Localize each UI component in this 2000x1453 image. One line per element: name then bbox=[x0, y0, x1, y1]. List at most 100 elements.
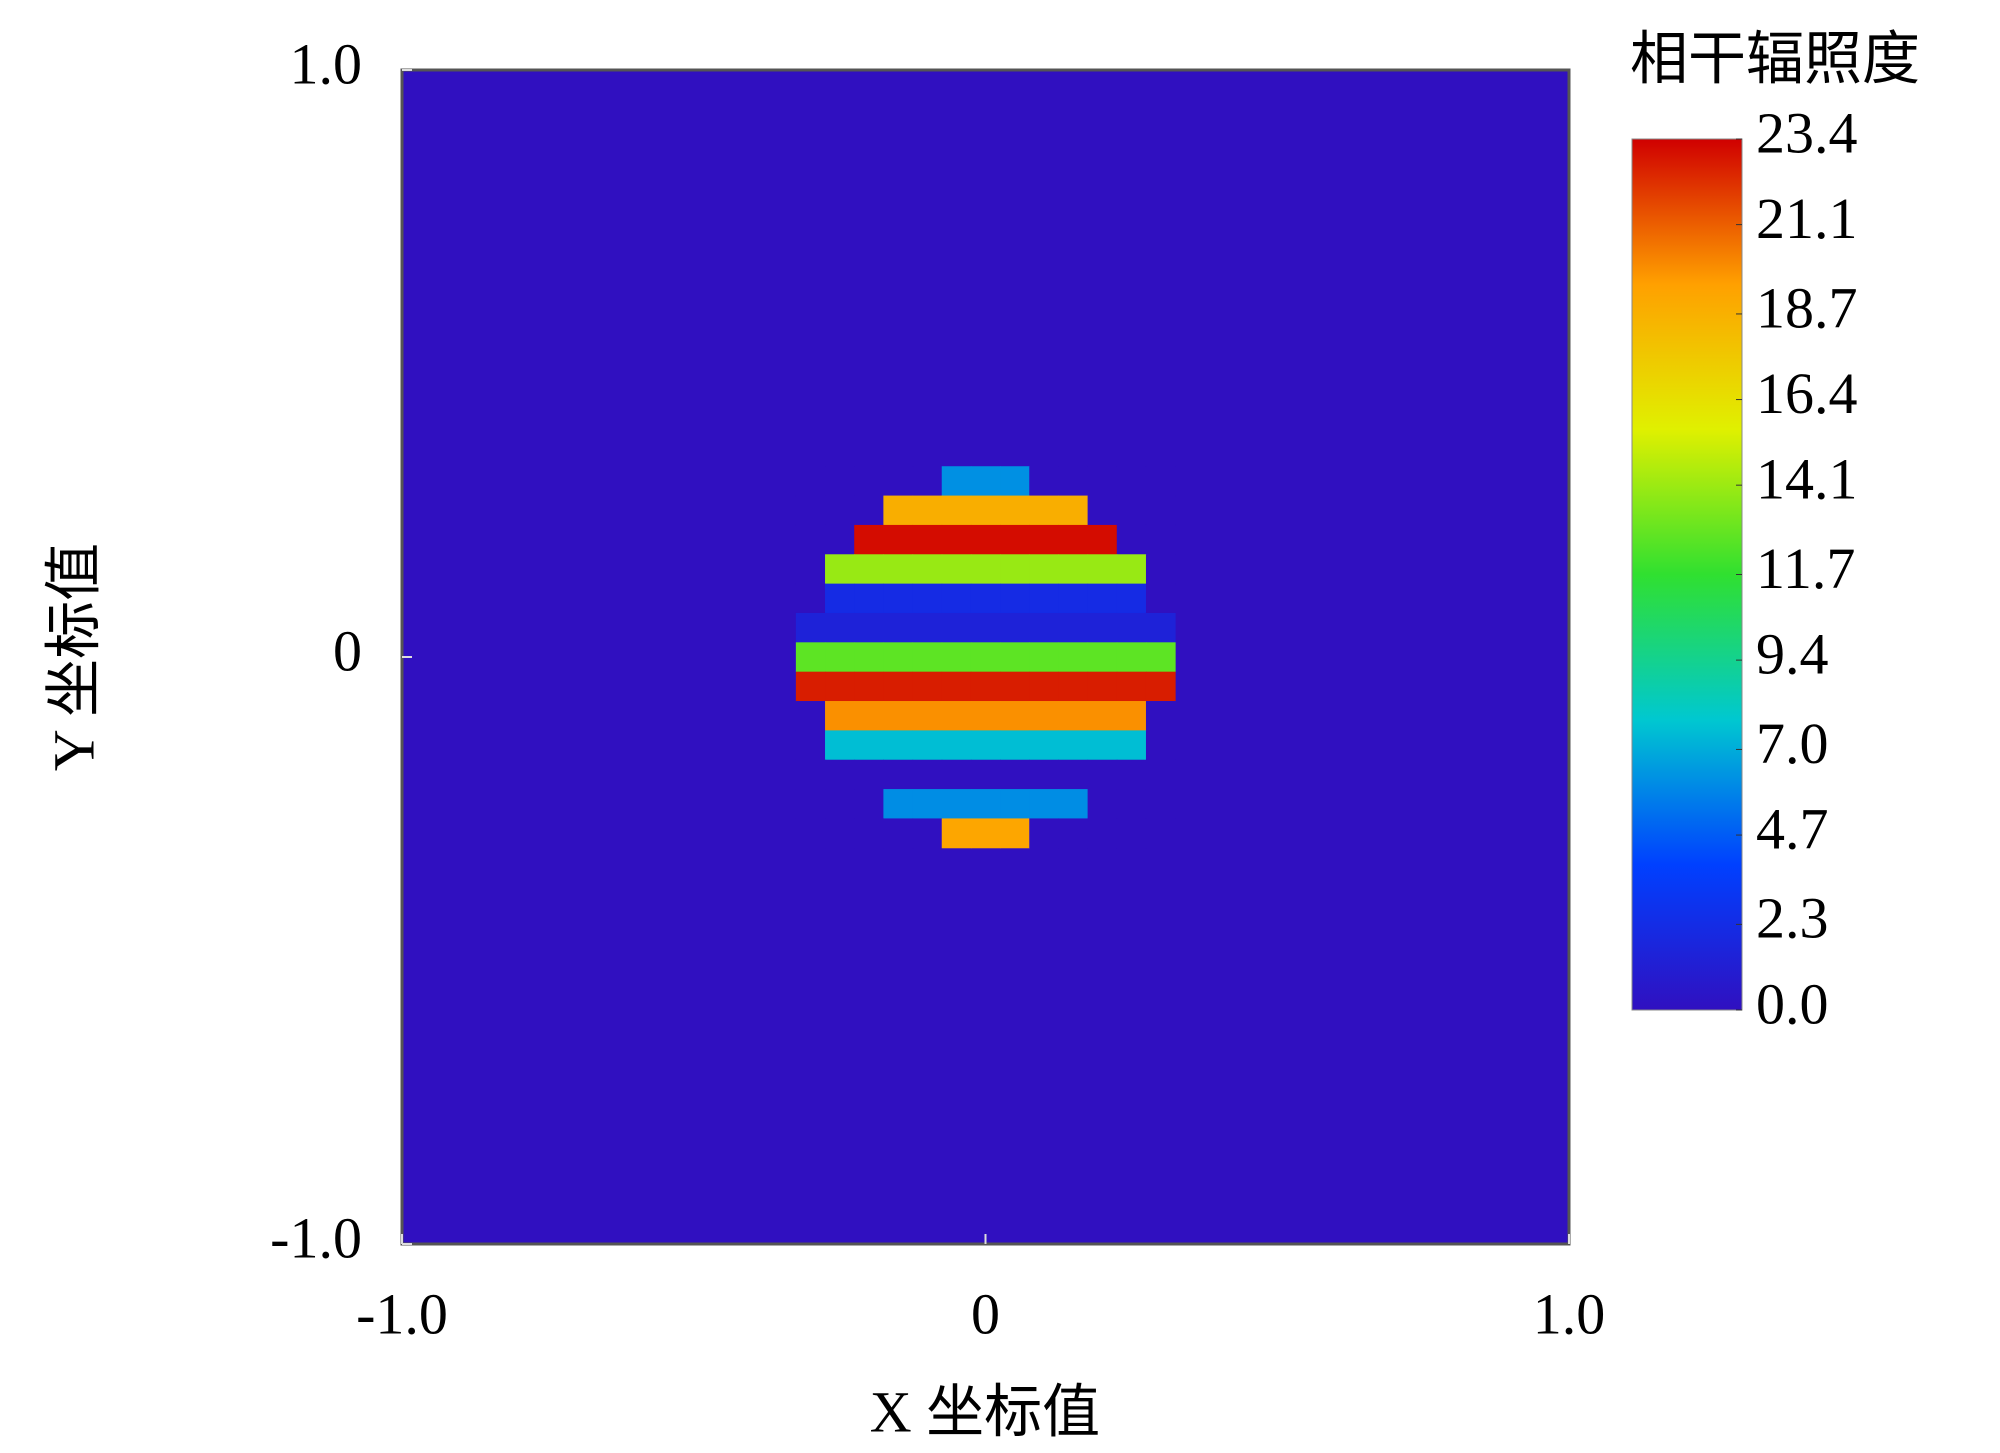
heatmap-cell bbox=[825, 671, 855, 702]
heatmap-cell bbox=[941, 554, 972, 585]
heatmap-cell bbox=[1000, 671, 1030, 702]
heatmap-cell bbox=[1145, 612, 1176, 643]
heatmap-cell bbox=[795, 612, 826, 643]
heatmap-cell bbox=[854, 495, 884, 526]
heatmap-cell bbox=[970, 701, 1001, 731]
heatmap-cell bbox=[1087, 612, 1118, 643]
heatmap-cell bbox=[1000, 495, 1030, 526]
heatmap-cell bbox=[795, 671, 826, 702]
heatmap-cell bbox=[1029, 642, 1059, 673]
heatmap-cell bbox=[1087, 759, 1118, 790]
heatmap-cell bbox=[1087, 730, 1118, 761]
heatmap-cell bbox=[1116, 466, 1147, 497]
heatmap-cell bbox=[1145, 524, 1176, 555]
heatmap-cell bbox=[912, 671, 943, 702]
colorbar-tick-label: 9.4 bbox=[1756, 621, 1829, 686]
heatmap-cell bbox=[941, 730, 972, 761]
heatmap-cell bbox=[854, 612, 884, 643]
heatmap-cell bbox=[1087, 495, 1118, 526]
heatmap-cell bbox=[1000, 730, 1030, 761]
heatmap-cell bbox=[1058, 789, 1089, 819]
heatmap-cell bbox=[825, 524, 855, 555]
heatmap-cell bbox=[1029, 818, 1059, 849]
heatmap-cell bbox=[854, 730, 884, 761]
heatmap-cell bbox=[1000, 701, 1030, 731]
heatmap-cell bbox=[970, 612, 1001, 643]
heatmap-cell bbox=[854, 701, 884, 731]
heatmap-cell bbox=[941, 671, 972, 702]
heatmap-cell bbox=[1087, 701, 1118, 731]
heatmap-cell bbox=[1116, 554, 1147, 585]
heatmap-cell bbox=[912, 583, 943, 614]
heatmap-cell bbox=[1029, 671, 1059, 702]
heatmap-cell bbox=[854, 642, 884, 673]
heatmap-cell bbox=[970, 818, 1001, 849]
heatmap-cell bbox=[825, 466, 855, 497]
heatmap-cell bbox=[1145, 642, 1176, 673]
heatmap-cell bbox=[1058, 495, 1089, 526]
heatmap-cell bbox=[912, 701, 943, 731]
heatmap-cell bbox=[1029, 759, 1059, 790]
heatmap-cell bbox=[1029, 701, 1059, 731]
heatmap-cell bbox=[1145, 671, 1176, 702]
colorbar-tick-label: 21.1 bbox=[1756, 186, 1858, 251]
x-tick-label: 0 bbox=[971, 1281, 1000, 1346]
heatmap-cell bbox=[1058, 701, 1089, 731]
heatmap-cell bbox=[1116, 524, 1147, 555]
heatmap-cell bbox=[970, 466, 1001, 497]
heatmap-cell bbox=[912, 524, 943, 555]
heatmap-cell bbox=[883, 759, 914, 790]
heatmap-cell bbox=[825, 818, 855, 849]
heatmap-cell bbox=[1087, 642, 1118, 673]
heatmap-cell bbox=[912, 554, 943, 585]
heatmap-cell bbox=[825, 612, 855, 643]
heatmap-cell bbox=[1116, 612, 1147, 643]
heatmap-cell bbox=[854, 818, 884, 849]
heatmap-cell bbox=[1087, 524, 1118, 555]
heatmap-cell bbox=[1087, 671, 1118, 702]
heatmap-cell bbox=[825, 495, 855, 526]
heatmap-cell bbox=[795, 818, 826, 849]
x-tick-label: -1.0 bbox=[356, 1281, 448, 1346]
heatmap-cell bbox=[883, 818, 914, 849]
heatmap-cell bbox=[795, 789, 826, 819]
heatmap-cell bbox=[1029, 524, 1059, 555]
heatmap-cell bbox=[883, 554, 914, 585]
heatmap-cell bbox=[970, 495, 1001, 526]
heatmap-cell bbox=[912, 818, 943, 849]
heatmap-cell bbox=[1145, 554, 1176, 585]
heatmap-cell bbox=[1087, 583, 1118, 614]
heatmap-cell bbox=[1058, 759, 1089, 790]
heatmap-cell bbox=[1029, 466, 1059, 497]
heatmap-cell bbox=[1058, 612, 1089, 643]
heatmap-cell bbox=[1058, 554, 1089, 585]
heatmap-cell bbox=[912, 466, 943, 497]
heatmap-cell bbox=[795, 759, 826, 790]
y-tick-label: 0 bbox=[333, 618, 362, 683]
heatmap-cell bbox=[825, 789, 855, 819]
heatmap-cell bbox=[1145, 495, 1176, 526]
colorbar-tick-label: 7.0 bbox=[1756, 711, 1829, 776]
heatmap-cell bbox=[825, 759, 855, 790]
heatmap-cell bbox=[795, 495, 826, 526]
heatmap-cell bbox=[795, 730, 826, 761]
heatmap-cell bbox=[941, 701, 972, 731]
x-axis-label: X 坐标值 bbox=[870, 1379, 1100, 1444]
heatmap-cell bbox=[912, 612, 943, 643]
heatmap-cell bbox=[825, 730, 855, 761]
heatmap-cell bbox=[883, 642, 914, 673]
heatmap-cell bbox=[1029, 554, 1059, 585]
heatmap-cell bbox=[970, 730, 1001, 761]
heatmap-cell bbox=[883, 495, 914, 526]
heatmap-cell bbox=[1029, 495, 1059, 526]
x-tick-label: 1.0 bbox=[1533, 1281, 1606, 1346]
heatmap-cell bbox=[1116, 495, 1147, 526]
heatmap-cell bbox=[941, 818, 972, 849]
heatmap-cell bbox=[1058, 466, 1089, 497]
heatmap-cell bbox=[970, 524, 1001, 555]
heatmap-cell bbox=[883, 466, 914, 497]
heatmap-cell bbox=[1116, 759, 1147, 790]
heatmap-cell bbox=[1116, 583, 1147, 614]
heatmap-cell bbox=[883, 789, 914, 819]
